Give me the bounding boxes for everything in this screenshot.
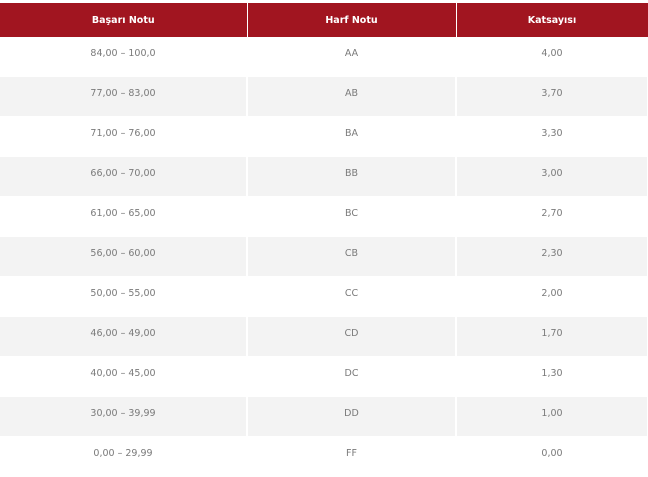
table-row: 66,00 – 70,00 BB 3,00 [0, 156, 648, 197]
score-range-cell: 77,00 – 83,00 [0, 76, 248, 117]
letter-grade-cell: CB [247, 236, 457, 277]
score-range-cell: 84,00 – 100,0 [0, 37, 248, 77]
letter-grade-cell: BA [247, 116, 457, 157]
table-row: 77,00 – 83,00 AB 3,70 [0, 76, 648, 117]
coefficient-cell: 3,70 [456, 76, 648, 117]
table-header-row: Başarı Notu Harf Notu Katsayısı [0, 3, 648, 37]
coefficient-cell: 3,00 [456, 156, 648, 197]
letter-grade-cell: AA [247, 37, 457, 77]
coefficient-cell: 2,70 [456, 196, 648, 237]
header-harf-notu: Harf Notu [247, 3, 457, 37]
letter-grade-cell: CD [247, 316, 457, 357]
score-range-cell: 61,00 – 65,00 [0, 196, 248, 237]
letter-grade-cell: DC [247, 356, 457, 397]
table-row: 84,00 – 100,0 AA 4,00 [0, 37, 648, 77]
table-row: 50,00 – 55,00 CC 2,00 [0, 276, 648, 317]
score-range-cell: 0,00 – 29,99 [0, 436, 248, 477]
coefficient-cell: 1,30 [456, 356, 648, 397]
letter-grade-cell: DD [247, 396, 457, 437]
letter-grade-cell: BC [247, 196, 457, 237]
table-row: 56,00 – 60,00 CB 2,30 [0, 236, 648, 277]
coefficient-cell: 2,00 [456, 276, 648, 317]
score-range-cell: 56,00 – 60,00 [0, 236, 248, 277]
table-row: 46,00 – 49,00 CD 1,70 [0, 316, 648, 357]
table-row: 40,00 – 45,00 DC 1,30 [0, 356, 648, 397]
letter-grade-cell: AB [247, 76, 457, 117]
score-range-cell: 30,00 – 39,99 [0, 396, 248, 437]
coefficient-cell: 2,30 [456, 236, 648, 277]
coefficient-cell: 0,00 [456, 436, 648, 477]
coefficient-cell: 4,00 [456, 37, 648, 77]
score-range-cell: 71,00 – 76,00 [0, 116, 248, 157]
table-row: 30,00 – 39,99 DD 1,00 [0, 396, 648, 437]
table-row: 0,00 – 29,99 FF 0,00 [0, 436, 648, 477]
score-range-cell: 50,00 – 55,00 [0, 276, 248, 317]
table-row: 61,00 – 65,00 BC 2,70 [0, 196, 648, 237]
grade-table: Başarı Notu Harf Notu Katsayısı 84,00 – … [0, 3, 648, 477]
coefficient-cell: 1,70 [456, 316, 648, 357]
score-range-cell: 46,00 – 49,00 [0, 316, 248, 357]
letter-grade-cell: BB [247, 156, 457, 197]
table-row: 71,00 – 76,00 BA 3,30 [0, 116, 648, 157]
score-range-cell: 66,00 – 70,00 [0, 156, 248, 197]
letter-grade-cell: CC [247, 276, 457, 317]
coefficient-cell: 3,30 [456, 116, 648, 157]
score-range-cell: 40,00 – 45,00 [0, 356, 248, 397]
header-basari-notu: Başarı Notu [0, 3, 248, 37]
header-katsayisi: Katsayısı [456, 3, 648, 37]
letter-grade-cell: FF [247, 436, 457, 477]
